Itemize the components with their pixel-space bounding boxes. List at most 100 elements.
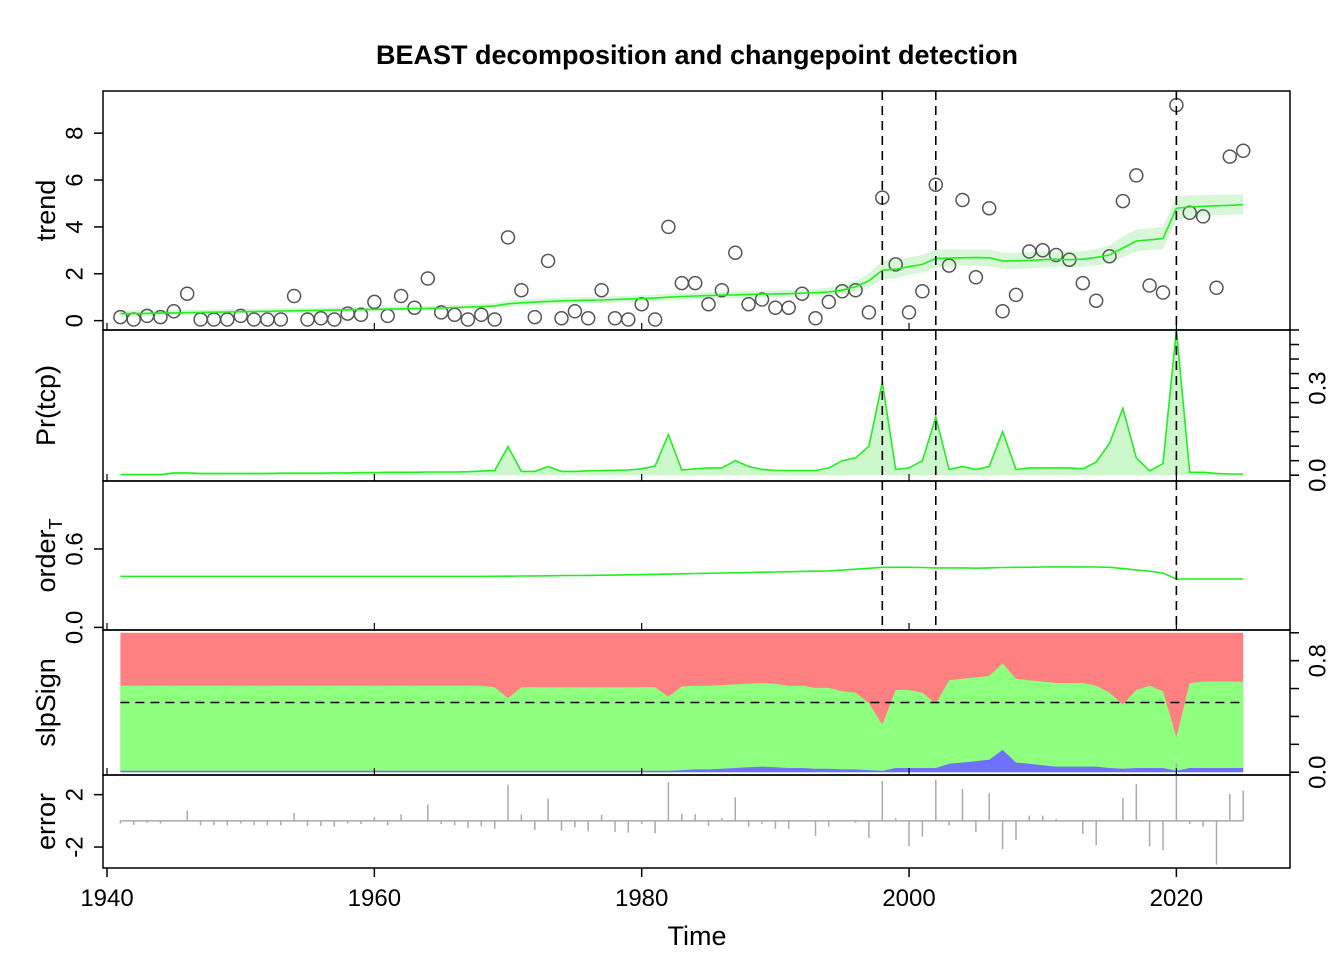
- data-point: [554, 311, 569, 326]
- data-point: [1235, 143, 1251, 159]
- y-tick-label: 2: [62, 267, 89, 280]
- pr_tcp-pr_tcp-area: [120, 330, 1244, 476]
- data-point: [1115, 193, 1131, 209]
- data-point: [179, 286, 195, 301]
- data-point: [781, 300, 796, 315]
- trend-trend-line: [120, 203, 1244, 315]
- data-point: [981, 200, 997, 216]
- data-point: [861, 305, 877, 320]
- data-point: [1129, 168, 1144, 183]
- data-point: [500, 230, 516, 245]
- data-point: [968, 270, 984, 285]
- data-point: [728, 245, 743, 260]
- data-point: [460, 312, 476, 327]
- data-point: [955, 192, 970, 208]
- y-tick-label: 0.3: [1305, 371, 1332, 404]
- data-point: [1048, 247, 1064, 263]
- data-point: [1088, 293, 1104, 308]
- data-point: [821, 294, 837, 310]
- data-point: [768, 300, 783, 315]
- data-point: [433, 305, 449, 320]
- data-point: [594, 282, 609, 298]
- panel-trend: 0 2 4 6 8 trend: [31, 90, 1291, 331]
- data-point: [300, 312, 315, 327]
- data-point: [420, 271, 436, 286]
- data-point: [166, 304, 182, 319]
- pr_tcp-pr_tcp-line: [120, 329, 1244, 476]
- data-point: [647, 312, 663, 327]
- data-point: [1075, 275, 1091, 291]
- data-point: [1195, 209, 1211, 224]
- data-point: [901, 305, 917, 320]
- data-point: [1155, 285, 1171, 300]
- data-point: [327, 312, 342, 327]
- y-axis-title: trend: [31, 180, 61, 242]
- x-tick-label: 2000: [882, 885, 935, 912]
- data-point: [741, 296, 756, 312]
- x-tick-label: 1960: [348, 885, 401, 912]
- data-point: [888, 257, 903, 272]
- data-point: [407, 300, 422, 315]
- data-point: [607, 311, 623, 326]
- data-point: [233, 308, 248, 324]
- data-point: [1035, 243, 1050, 258]
- y-tick-label: 0.0: [1305, 756, 1332, 789]
- x-axis: 1940 1960 1980 2000 2020: [80, 323, 1203, 912]
- data-point: [286, 288, 302, 304]
- y-tick-label: 8: [62, 126, 89, 139]
- data-point: [848, 282, 863, 298]
- data-point: [447, 307, 462, 323]
- data-point: [206, 312, 222, 327]
- panel-pr_tcp: 0.0 0.3 Pr(tcp): [31, 329, 1332, 492]
- x-axis-title: Time: [668, 921, 727, 951]
- data-point: [220, 312, 235, 327]
- data-point: [1209, 280, 1224, 296]
- data-point: [714, 282, 730, 298]
- y-tick-label: 0.8: [1305, 644, 1332, 677]
- data-point: [941, 258, 957, 273]
- data-point: [260, 312, 275, 327]
- data-point: [995, 304, 1010, 319]
- panels: 02468trend0.00.3Pr(tcp)0.00.6orderT0.00.…: [31, 90, 1332, 869]
- data-point: [580, 311, 596, 326]
- y-axis-title: slpSign: [31, 658, 61, 747]
- panel-slpsign: 0.0 0.8 slpSign: [31, 629, 1332, 789]
- slpsign-positive_slope-area: [120, 663, 1244, 773]
- data-point: [193, 312, 208, 327]
- order-order-line: [120, 566, 1244, 580]
- data-point: [1142, 278, 1157, 293]
- y-tick-label: 6: [62, 173, 89, 186]
- changepoint-lines: [881, 91, 1178, 630]
- data-point: [687, 275, 703, 291]
- data-point: [367, 294, 382, 310]
- data-point: [754, 292, 770, 307]
- x-tick-label: 1940: [80, 885, 133, 912]
- data-point: [246, 312, 262, 327]
- data-point: [928, 177, 944, 192]
- data-point: [674, 275, 690, 291]
- y-tick-label: -2: [62, 836, 89, 857]
- y-tick-label: 0.0: [1305, 459, 1332, 492]
- data-point: [634, 296, 649, 312]
- panel-frame: [102, 774, 1291, 869]
- y-tick-label: 0.0: [62, 611, 89, 644]
- y-tick-label: 4: [62, 220, 89, 233]
- data-point: [393, 288, 409, 304]
- data-point: [540, 253, 556, 269]
- data-point: [487, 312, 502, 327]
- data-point: [273, 312, 289, 327]
- data-point: [808, 311, 823, 326]
- data-point: [353, 307, 369, 323]
- data-point: [567, 304, 583, 319]
- y-axis-title: error: [31, 793, 61, 850]
- data-point: [701, 296, 716, 312]
- y-tick-label: 0: [62, 314, 89, 327]
- y-axis-title: orderT: [31, 518, 66, 592]
- data-point: [514, 282, 529, 298]
- y-axis-title: Pr(tcp): [31, 365, 61, 446]
- data-point: [621, 312, 636, 327]
- slpsign-zero_slope-area: [120, 749, 1244, 773]
- data-point: [1222, 149, 1238, 164]
- data-point: [474, 307, 489, 323]
